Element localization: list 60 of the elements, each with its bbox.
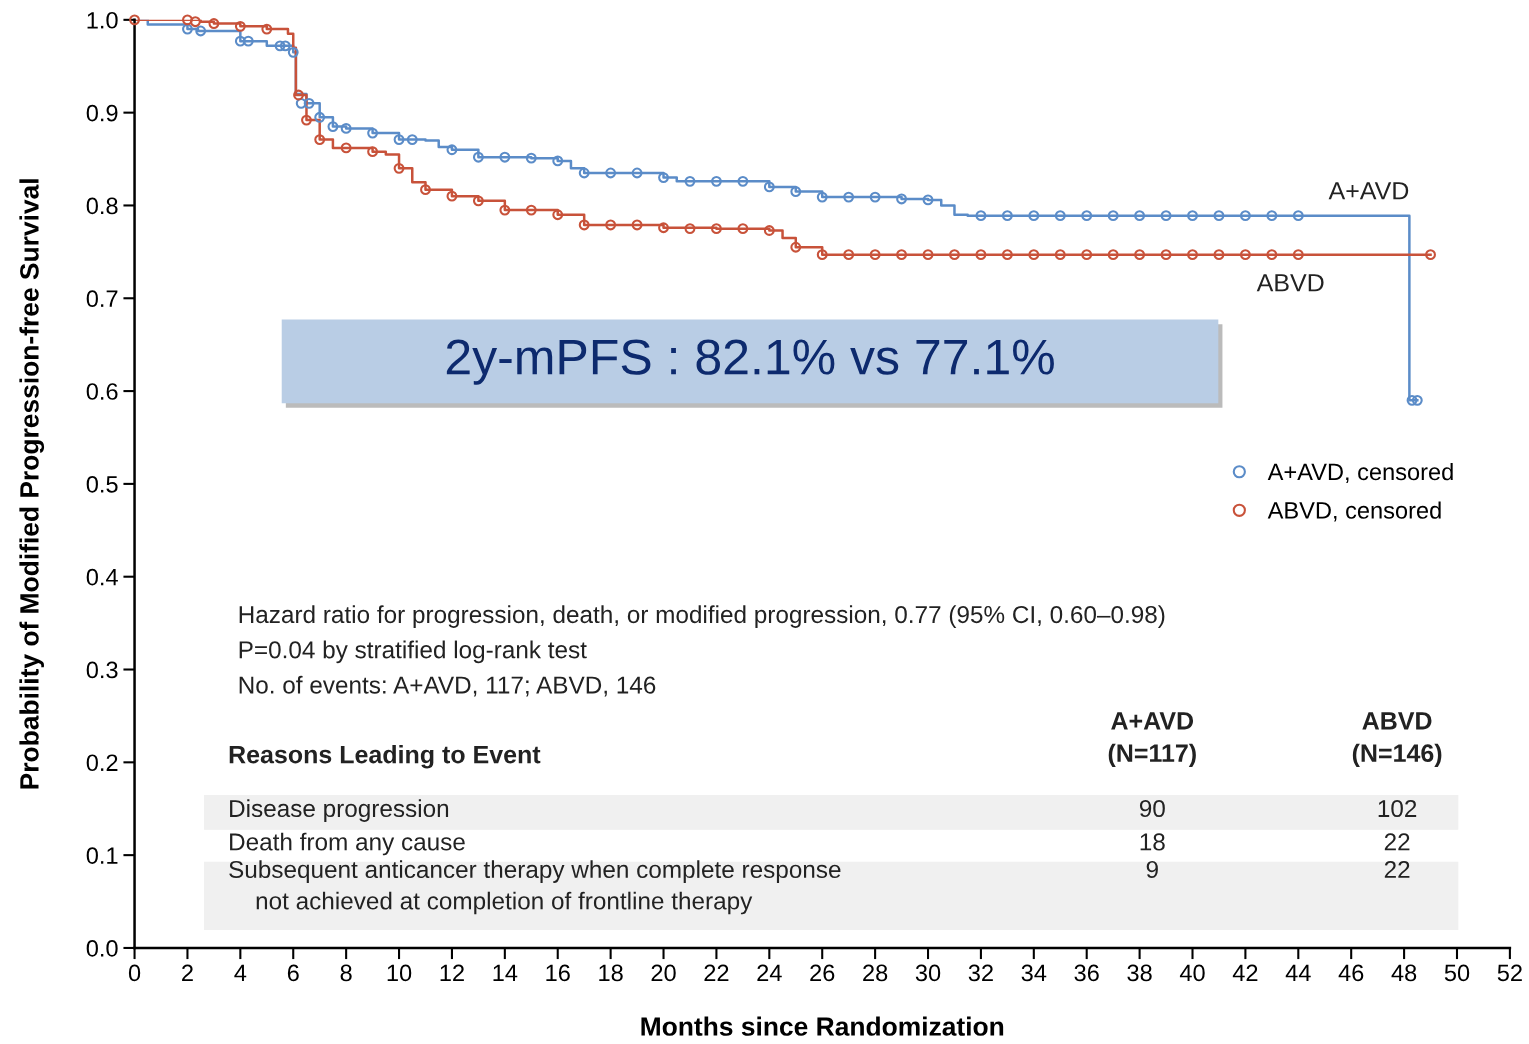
x-tick-label: 34 [1021,964,1047,982]
x-tick-label: 0 [128,964,141,982]
y-tick-label: 0.1 [86,847,118,864]
annotation: 22 [1384,860,1410,878]
y-tick-label: 0.9 [86,104,118,122]
series-label: ABVD [1256,274,1324,292]
x-tick-label: 40 [1179,964,1205,982]
x-tick-label: 10 [387,964,412,982]
y-tick-label: 0.7 [86,290,118,308]
annotation: 9 [1146,860,1158,879]
x-tick-label: 8 [340,964,352,982]
annotation: 102 [1378,799,1417,818]
annotation: 22 [1384,833,1410,851]
y-tick-label: 0.5 [86,475,118,493]
y-tick-label: 0.0 [86,940,118,957]
x-tick-label: 14 [493,964,518,982]
legend-label: A+AVD, censored [1267,462,1453,484]
y-axis-title: Probability of Modified Progression-free Survival [19,179,45,789]
x-tick-label: 30 [915,964,941,982]
annotation: P=0.04 by stratified log-rank test [239,640,587,664]
x-axis-title: Months since Randomization [641,1016,1004,1036]
annotation: Disease progression [230,799,449,822]
series-label: A+AVD [1328,182,1409,200]
x-tick-label: 44 [1285,964,1311,982]
y-tick-label: 1.0 [87,11,118,29]
annotation: Subsequent anticancer therapy when complete response not achieved at completion of frontline therapy [229,860,841,915]
x-tick-label: 48 [1391,964,1417,982]
x-tick-label: 6 [287,964,299,982]
annotation: No. of events: A+AVD, 117; ABVD, 146 [239,675,656,697]
annotation: 2y-mPFS : 82.1% vs 77.1% [446,339,1054,385]
x-tick-label: 18 [599,964,623,982]
x-tick-label: 4 [234,964,247,982]
annotation: 90 [1139,799,1165,818]
annotation: Hazard ratio for progression, death, or modified progression, 0.77 (95% CI, 0.60–0.98) [239,605,1165,628]
x-tick-label: 24 [757,964,782,982]
y-tick-label: 0.6 [86,383,118,400]
x-tick-label: 52 [1497,964,1522,982]
annotation: Reasons Leading to Event [229,745,541,769]
annotation: 18 [1140,833,1165,851]
x-tick-label: 16 [546,964,570,982]
y-tick-label: 0.4 [86,568,118,586]
x-tick-label: 46 [1338,964,1364,982]
y-tick-label: 0.3 [86,661,118,679]
x-tick-label: 20 [651,964,676,982]
annotation: Death from any cause [230,832,465,856]
annotation: ABVD (N=146) [1352,712,1442,767]
x-tick-label: 42 [1232,964,1258,982]
x-tick-label: 50 [1444,964,1470,982]
y-tick-label: 0.2 [86,754,118,772]
x-tick-label: 12 [440,964,464,982]
x-tick-label: 26 [810,964,835,982]
legend-label: ABVD, censored [1267,501,1441,522]
annotation: A+AVD (N=117) [1108,712,1196,767]
x-tick-label: 22 [704,964,729,982]
x-tick-label: 38 [1127,964,1152,982]
x-tick-label: 2 [182,964,193,982]
y-tick-label: 0.8 [86,197,118,215]
x-tick-label: 36 [1074,964,1099,982]
x-tick-label: 32 [968,964,993,982]
x-tick-label: 28 [863,964,888,982]
